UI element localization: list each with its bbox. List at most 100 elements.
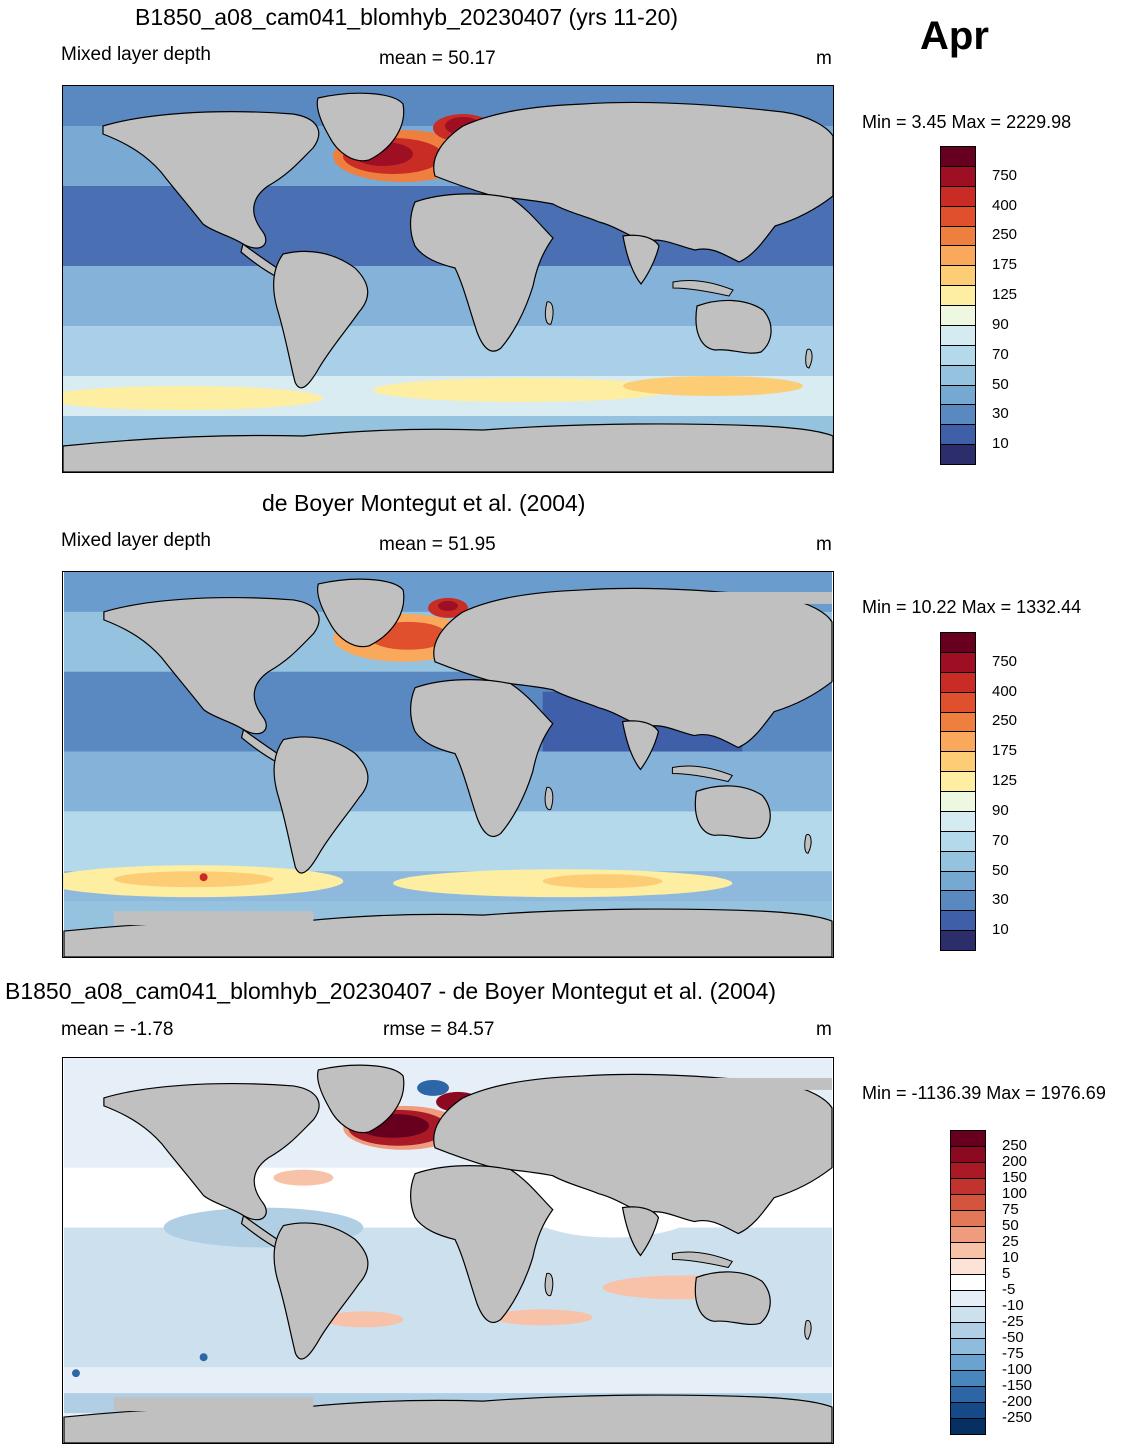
panel-1-title: B1850_a08_cam041_blomhyb_20230407 (yrs 1… (135, 4, 679, 30)
panel-3-rmse: rmse = 84.57 (383, 1019, 495, 1040)
colorbar-label: -150 (1002, 1377, 1033, 1394)
colorbar-box (940, 731, 976, 753)
colorbar-label: 10 (1002, 1249, 1019, 1266)
colorbar-box (950, 1290, 986, 1307)
colorbar-label: -200 (1002, 1393, 1033, 1410)
colorbar-box (940, 850, 976, 872)
colorbar-box (950, 1306, 986, 1323)
panel-2-colorbar-boxes (940, 632, 976, 951)
colorbar-label: -10 (1002, 1297, 1024, 1314)
colorbar-label: 750 (992, 652, 1018, 670)
colorbar-box (940, 632, 976, 653)
panel-3-map-svg (63, 1058, 833, 1443)
colorbar-label: 175 (992, 742, 1018, 760)
colorbar-label: -100 (1002, 1361, 1033, 1378)
colorbar-label: 150 (1002, 1169, 1028, 1186)
colorbar-box (940, 651, 976, 673)
panel-2-mean: mean = 51.95 (379, 534, 496, 555)
colorbar-label: -250 (1002, 1409, 1033, 1426)
colorbar-box (940, 890, 976, 912)
colorbar-box (940, 424, 976, 446)
colorbar-box (950, 1274, 986, 1291)
panel-2-units: m (816, 534, 832, 555)
colorbar-box (940, 791, 976, 812)
colorbar-box (940, 691, 976, 713)
colorbar-box (940, 830, 976, 852)
colorbar-box (940, 751, 976, 773)
colorbar-box (940, 711, 976, 733)
colorbar-box (950, 1162, 986, 1179)
colorbar-label: 90 (992, 315, 1009, 333)
colorbar-label: 125 (992, 286, 1018, 304)
colorbar-box (940, 671, 976, 693)
colorbar-box (950, 1354, 986, 1371)
panel-1-map (62, 85, 834, 473)
panel-2-map-svg (63, 572, 833, 957)
colorbar-box (940, 344, 976, 366)
colorbar-label: 50 (992, 861, 1009, 879)
month-label: Apr (920, 14, 989, 58)
colorbar-box (950, 1322, 986, 1339)
colorbar-box (950, 1258, 986, 1275)
colorbar-box (950, 1402, 986, 1419)
colorbar-label: 10 (992, 921, 1009, 939)
colorbar-label: -75 (1002, 1345, 1024, 1362)
colorbar-label: 70 (992, 345, 1009, 363)
colorbar-label: 75 (1002, 1201, 1019, 1218)
colorbar-box (940, 165, 976, 187)
panel-3-minmax: Min = -1136.39 Max = 1976.69 (862, 1083, 1106, 1103)
colorbar-box (950, 1146, 986, 1163)
colorbar-label: -25 (1002, 1313, 1024, 1330)
colorbar-box (950, 1418, 986, 1435)
panel-3-title: B1850_a08_cam041_blomhyb_20230407 - de B… (5, 978, 777, 1004)
colorbar-box (940, 444, 976, 465)
colorbar-label: 5 (1002, 1265, 1011, 1282)
colorbar-box (940, 384, 976, 406)
colorbar-box (950, 1178, 986, 1195)
panel-2-variable-label: Mixed layer depth (61, 530, 211, 551)
colorbar-label: 50 (992, 375, 1009, 393)
colorbar-box (950, 1226, 986, 1243)
colorbar-label: 200 (1002, 1153, 1028, 1170)
panel-1-mean: mean = 50.17 (379, 48, 496, 69)
colorbar-box (940, 404, 976, 426)
colorbar-box (940, 245, 976, 267)
colorbar-box (950, 1386, 986, 1403)
colorbar-box (940, 870, 976, 892)
colorbar-label: 30 (992, 891, 1009, 909)
colorbar-label: 400 (992, 682, 1018, 700)
colorbar-box (940, 910, 976, 932)
colorbar-label: 50 (1002, 1217, 1019, 1234)
colorbar-label: 400 (992, 196, 1018, 214)
colorbar-box (950, 1338, 986, 1355)
colorbar-box (940, 285, 976, 306)
colorbar-box (940, 265, 976, 287)
colorbar-box (940, 810, 976, 832)
panel-1-units: m (816, 48, 832, 69)
colorbar-box (940, 225, 976, 247)
panel-3-mean: mean = -1.78 (61, 1019, 174, 1040)
colorbar-box (950, 1130, 986, 1147)
colorbar-box (950, 1194, 986, 1211)
colorbar-label: -5 (1002, 1281, 1016, 1298)
colorbar-box (950, 1210, 986, 1227)
colorbar-box (940, 146, 976, 167)
colorbar-label: 250 (1002, 1137, 1028, 1154)
panel-1-minmax: Min = 3.45 Max = 2229.98 (862, 112, 1072, 132)
panel-3-units: m (816, 1019, 832, 1040)
colorbar-label: 10 (992, 435, 1009, 453)
colorbar-box (940, 364, 976, 386)
colorbar-label: 250 (992, 712, 1018, 730)
panel-1-map-svg (63, 86, 833, 472)
colorbar-label: 750 (992, 166, 1018, 184)
colorbar-label: 125 (992, 772, 1018, 790)
panel-1-variable-label: Mixed layer depth (61, 44, 211, 65)
colorbar-label: -50 (1002, 1329, 1024, 1346)
panel-2-minmax: Min = 10.22 Max = 1332.44 (862, 597, 1082, 617)
colorbar-box (950, 1242, 986, 1259)
colorbar-label: 175 (992, 256, 1018, 274)
panel-1-colorbar: 750 400 250 175 125 90 70 50 30 10 (940, 146, 1110, 466)
panel-2-title: de Boyer Montegut et al. (2004) (262, 490, 586, 516)
colorbar-label: 250 (992, 226, 1018, 244)
colorbar-label: 90 (992, 801, 1009, 819)
